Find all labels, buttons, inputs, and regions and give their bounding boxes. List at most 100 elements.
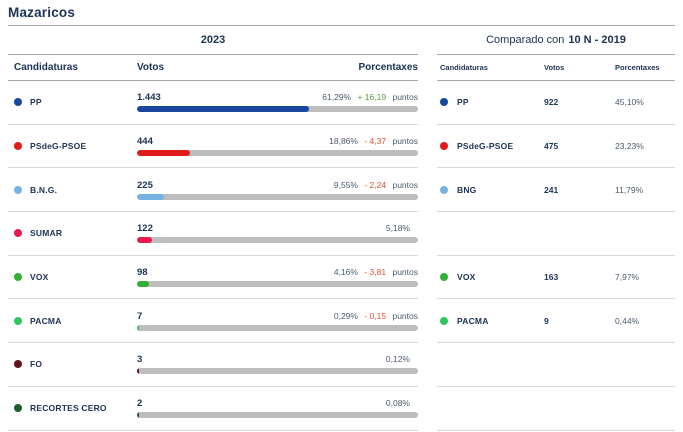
- right-results-table: PP 922 45,10% PSdeG-PSOE 475 23,23% BNG …: [437, 81, 675, 431]
- party-cell: PSdeG-PSOE: [8, 141, 137, 151]
- party-cell: RECORTES CERO: [8, 403, 137, 413]
- table-row: PSdeG-PSOE 475 23,23%: [437, 125, 675, 169]
- diff-value: - 4,37: [364, 136, 387, 147]
- vote-share-bar-track: [137, 150, 418, 157]
- table-row: PACMA 9 0,44%: [437, 299, 675, 344]
- vote-share-bar-fill: [137, 150, 190, 157]
- party-color-dot: [14, 404, 22, 413]
- party-label: VOX: [457, 272, 476, 283]
- party-label: PSdeG-PSOE: [30, 141, 87, 152]
- party-cell: PACMA: [8, 316, 137, 326]
- party-color-dot: [440, 98, 448, 107]
- percentage-group: 61,29% + 16,19 puntos: [322, 92, 418, 102]
- percentage-group: 4,16% - 3,81 puntos: [334, 267, 418, 277]
- party-label: BNG: [457, 184, 477, 195]
- result-cell: 225 9,55% - 2,24 puntos: [137, 180, 418, 200]
- percentage-value: 0,29%: [333, 310, 358, 321]
- vote-share-bar-track: [137, 324, 418, 331]
- table-row: VOX 163 7,97%: [437, 256, 675, 300]
- percentage-group: 0,08%: [386, 398, 418, 408]
- percentage-value: 9,55%: [333, 179, 358, 190]
- result-cell: 444 18,86% - 4,37 puntos: [137, 136, 418, 157]
- party-cell: VOX: [437, 272, 544, 282]
- table-row: FO 3 0,12%: [8, 343, 418, 387]
- left-results-table: PP 1.443 61,29% + 16,19 puntos PSdeG-PSO…: [8, 81, 418, 431]
- party-color-dot: [14, 185, 22, 194]
- party-label: PSdeG-PSOE: [457, 141, 514, 152]
- table-row-empty: [437, 343, 675, 387]
- party-cell: VOX: [8, 272, 137, 282]
- vote-share-bar-track: [137, 106, 418, 113]
- vote-share-bar-track: [137, 193, 418, 200]
- vote-share-bar-fill: [137, 193, 164, 200]
- table-row: PSdeG-PSOE 444 18,86% - 4,37 puntos: [8, 125, 418, 169]
- votes-value: 3: [137, 354, 143, 366]
- puntos-label: puntos: [392, 267, 418, 278]
- vote-share-bar-fill: [137, 281, 149, 288]
- table-row: B.N.G. 225 9,55% - 2,24 puntos: [8, 168, 418, 213]
- votes-value: 7: [137, 310, 143, 322]
- column-header-candidaturas: Candidaturas: [14, 62, 78, 73]
- party-cell: PP: [437, 97, 544, 107]
- party-cell: PSdeG-PSOE: [437, 141, 544, 151]
- column-header-votos: Votos: [544, 63, 565, 72]
- column-header-porcentaxes: Porcentaxes: [615, 63, 660, 72]
- diff-value: - 3,81: [364, 267, 387, 278]
- percentage-group: 9,55% - 2,24 puntos: [334, 180, 418, 190]
- puntos-label: puntos: [392, 136, 418, 147]
- votes-value: 9: [544, 315, 549, 326]
- votes-value: 98: [137, 267, 148, 279]
- votes-value: 1.443: [137, 92, 161, 104]
- party-cell: SUMAR: [8, 228, 137, 238]
- votes-value: 922: [544, 97, 559, 108]
- percentage-value: 0,12%: [385, 354, 410, 365]
- vote-share-bar-fill: [137, 368, 139, 375]
- table-row: PP 1.443 61,29% + 16,19 puntos: [8, 81, 418, 125]
- table-row: PACMA 7 0,29% - 0,15 puntos: [8, 299, 418, 344]
- vote-share-bar-track: [137, 412, 418, 419]
- table-row: RECORTES CERO 2 0,08%: [8, 387, 418, 431]
- votes-value: 444: [137, 136, 153, 148]
- vote-share-bar-fill: [137, 106, 310, 113]
- party-label: PP: [457, 97, 469, 108]
- percentage-value: 45,10%: [615, 97, 644, 108]
- title-divider: [8, 25, 675, 26]
- party-color-dot: [14, 316, 22, 325]
- party-cell: BNG: [437, 185, 544, 195]
- party-color-dot: [14, 229, 22, 238]
- party-color-dot: [440, 185, 448, 194]
- table-row-empty: [437, 212, 675, 256]
- column-header-candidaturas: Candidaturas: [440, 63, 488, 72]
- party-label: VOX: [30, 272, 49, 283]
- votes-value: 2: [137, 398, 143, 410]
- party-label: PP: [30, 97, 42, 108]
- left-column-headers: Candidaturas Votos Porcentaxes: [8, 55, 418, 81]
- puntos-label: puntos: [392, 92, 418, 103]
- panel-2023-header: 2023: [8, 26, 418, 55]
- party-cell: B.N.G.: [8, 185, 137, 195]
- percentage-group: 5,18%: [386, 223, 418, 233]
- right-column-headers: Candidaturas Votos Porcentaxes: [437, 55, 675, 81]
- percentage-value: 61,29%: [322, 92, 352, 103]
- party-color-dot: [14, 360, 22, 369]
- table-row: BNG 241 11,79%: [437, 168, 675, 213]
- party-cell: PACMA: [437, 316, 544, 326]
- percentage-value: 0,44%: [615, 315, 640, 326]
- votes-value: 241: [544, 184, 559, 195]
- election-date-label: 10 N - 2019: [568, 34, 626, 46]
- panel-2019-comparison: Comparado con 10 N - 2019 Candidaturas V…: [437, 26, 675, 431]
- column-header-votos: Votos: [137, 62, 165, 73]
- percentage-group: 0,29% - 0,15 puntos: [334, 311, 418, 321]
- column-header-porcentaxes: Porcentaxes: [358, 62, 418, 73]
- result-cell: 98 4,16% - 3,81 puntos: [137, 267, 418, 288]
- table-row: SUMAR 122 5,18%: [8, 212, 418, 256]
- percentage-value: 7,97%: [615, 272, 640, 283]
- vote-share-bar-fill: [137, 324, 139, 331]
- year-label: 2023: [200, 34, 226, 46]
- vote-share-bar-track: [137, 237, 418, 244]
- votes-value: 163: [544, 272, 559, 283]
- party-color-dot: [440, 316, 448, 325]
- result-cell: 1.443 61,29% + 16,19 puntos: [137, 92, 418, 113]
- party-label: B.N.G.: [30, 184, 58, 195]
- percentage-value: 23,23%: [615, 141, 644, 152]
